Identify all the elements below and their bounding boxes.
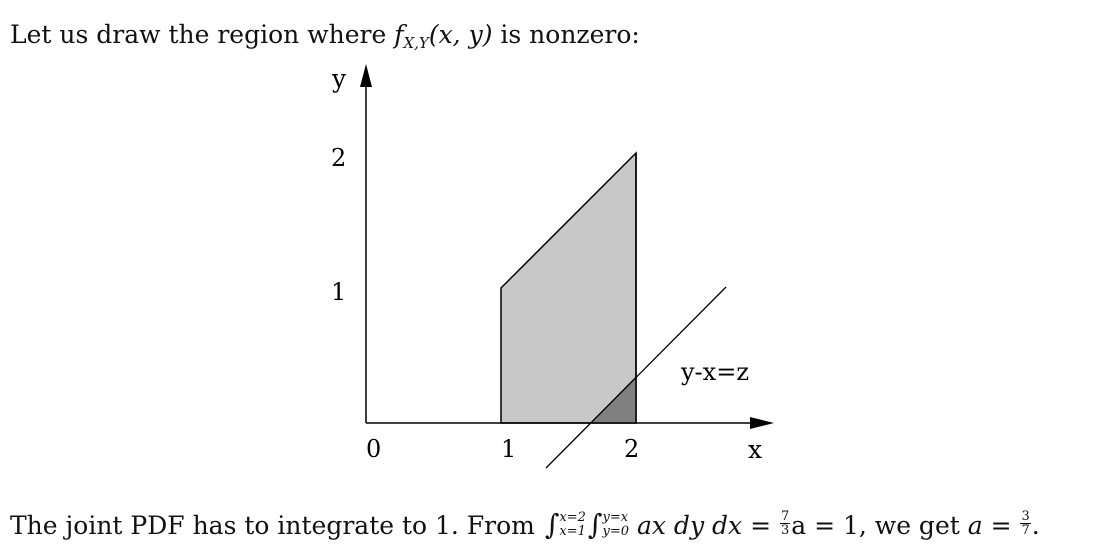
fraction-2-denominator: 7 (1021, 523, 1030, 538)
intro-text-after: is nonzero: (492, 20, 640, 49)
outer-integral-limits: x=2 x=1 (559, 509, 586, 539)
x-tick-label-1: 1 (501, 435, 516, 463)
pdf-subscript: X,Y (403, 34, 429, 52)
line-y-minus-x-eq-z (545, 286, 727, 469)
intro-sentence: Let us draw the region where fX,Y(x, y) … (10, 20, 640, 52)
x-axis-label: x (748, 435, 762, 464)
outer-lower-limit: x=1 (559, 523, 586, 539)
equals-2: = (982, 511, 1020, 540)
inner-lower-limit: y=0 (602, 523, 630, 539)
inner-integral-sign: ∫ (587, 508, 603, 541)
y-axis-label: y (331, 64, 347, 93)
a-variable: a (967, 511, 983, 540)
y-tick-label-2: 2 (331, 144, 346, 172)
pdf-symbol: f (394, 20, 404, 49)
inner-integral-limits: y=x y=0 (602, 509, 630, 539)
equals-1: = (742, 511, 779, 540)
sentence-end: . (1031, 511, 1040, 540)
integration-subregion (590, 376, 636, 423)
fraction-1-denominator: 3 (780, 523, 790, 538)
after-fraction-text: a = 1, we get (791, 511, 968, 540)
fraction-2-numerator: 3 (1020, 509, 1031, 524)
outer-upper-limit: x=2 (559, 509, 586, 525)
pdf-arguments: (x, y) (428, 20, 493, 49)
line-label: y-x=z (680, 358, 749, 386)
region-figure: y x 0 1 2 2 1 y-x=z (331, 64, 774, 469)
y-tick-label-1: 1 (331, 278, 346, 306)
support-region (500, 151, 637, 424)
outro-text-before: The joint PDF has to integrate to 1. Fro… (10, 511, 543, 540)
x-axis-arrow (750, 417, 774, 429)
origin-label: 0 (366, 435, 381, 463)
x-tick-label-2: 2 (624, 435, 639, 463)
outer-integral-sign: ∫ (544, 508, 560, 541)
inner-upper-limit: y=x (602, 509, 629, 525)
y-axis-arrow (360, 64, 372, 87)
intro-text-before: Let us draw the region where (10, 20, 395, 49)
outro-sentence: The joint PDF has to integrate to 1. Fro… (10, 508, 1040, 542)
fraction-1-numerator: 7 (779, 509, 791, 524)
integrand: ax dy dx (636, 511, 743, 540)
